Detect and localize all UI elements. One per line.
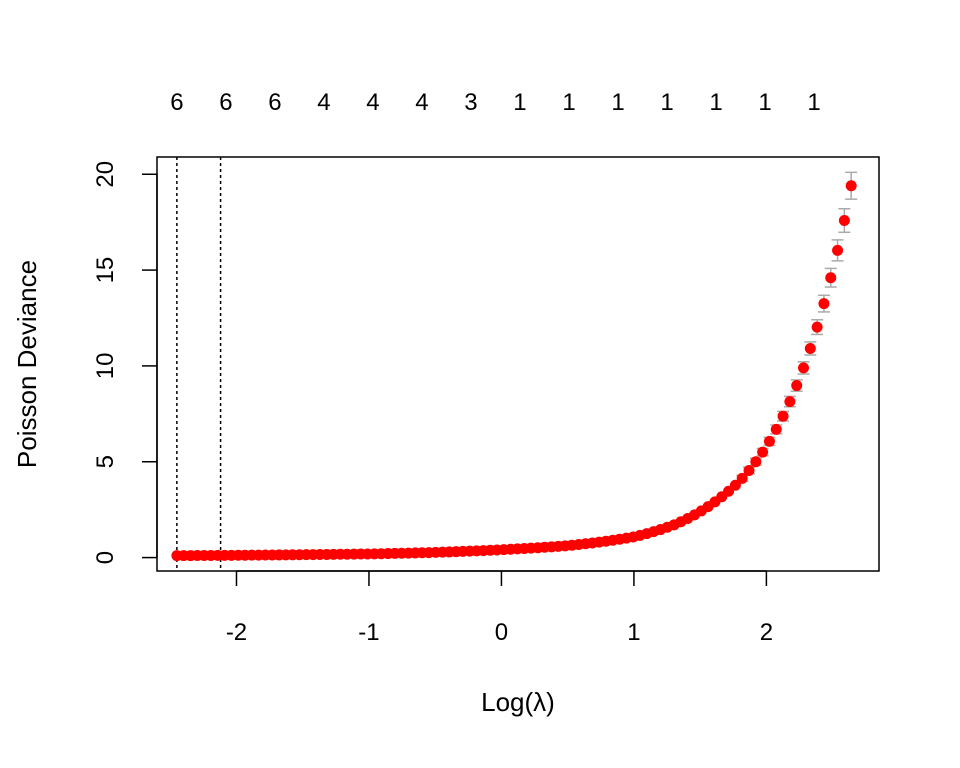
- data-point: [784, 396, 796, 408]
- x-tick-label: 2: [760, 619, 773, 646]
- data-point: [811, 321, 823, 333]
- y-tick-label: 0: [92, 551, 119, 564]
- top-axis-labels: 6 6 6 4 4 4 3 1 1 1 1 1 1 1: [170, 89, 821, 116]
- top-axis-label: 1: [562, 89, 575, 116]
- y-tick-label: 15: [92, 257, 119, 284]
- top-axis-label: 1: [807, 89, 820, 116]
- x-tick-label: 1: [627, 619, 640, 646]
- error-bars: [736, 171, 858, 483]
- top-axis-label: 4: [317, 89, 330, 116]
- top-axis-label: 1: [660, 89, 673, 116]
- data-point: [729, 479, 741, 491]
- data-point: [818, 298, 830, 310]
- x-axis-title: Log(λ): [481, 687, 555, 717]
- data-point: [757, 446, 769, 458]
- y-axis: 0 5 10 15 20: [92, 161, 158, 564]
- x-tick-label: 0: [495, 619, 508, 646]
- data-point: [832, 244, 844, 256]
- data-point: [845, 180, 857, 192]
- data-point: [791, 380, 803, 392]
- data-point: [798, 362, 810, 374]
- y-tick-label: 5: [92, 455, 119, 468]
- top-axis-label: 1: [758, 89, 771, 116]
- y-tick-label: 10: [92, 353, 119, 380]
- top-axis-label: 6: [219, 89, 232, 116]
- x-tick-label: -2: [226, 619, 247, 646]
- data-point: [838, 215, 850, 227]
- y-tick-label: 20: [92, 161, 119, 188]
- top-axis-label: 3: [464, 89, 477, 116]
- top-axis-label: 6: [170, 89, 183, 116]
- x-tick-label: -1: [358, 619, 379, 646]
- top-axis-label: 1: [611, 89, 624, 116]
- data-point: [770, 423, 782, 435]
- top-axis-label: 4: [415, 89, 428, 116]
- data-point: [825, 272, 837, 284]
- data-point: [777, 410, 789, 422]
- data-point: [736, 472, 748, 484]
- data-points: [171, 180, 857, 562]
- top-axis-label: 4: [366, 89, 379, 116]
- y-axis-title: Poisson Deviance: [12, 260, 42, 468]
- data-point: [743, 464, 755, 476]
- top-axis-label: 1: [709, 89, 722, 116]
- x-axis: -2 -1 0 1 2: [226, 570, 773, 646]
- top-axis-label: 6: [268, 89, 281, 116]
- plot-frame: [156, 156, 880, 572]
- reference-lines: [176, 157, 222, 571]
- top-axis-label: 1: [513, 89, 526, 116]
- data-point: [763, 435, 775, 447]
- data-point: [804, 342, 816, 354]
- data-point: [750, 456, 762, 468]
